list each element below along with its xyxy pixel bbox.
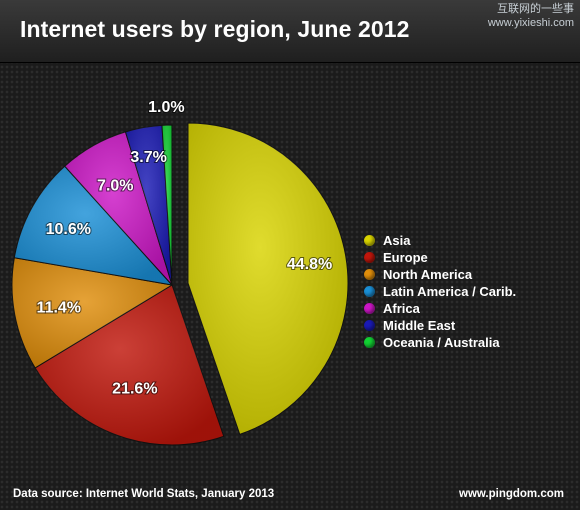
legend-swatch [364, 320, 375, 331]
slice-label-asia: 44.8% [287, 256, 332, 273]
pie-slice-shading-africa [64, 131, 172, 285]
legend-item-latin-america-carib: Latin America / Carib. [364, 283, 516, 300]
pie-slice-shading-oceania-australia [161, 125, 172, 285]
legend-swatch [364, 252, 375, 263]
legend-item-north-america: North America [364, 266, 516, 283]
pie-slice-shading-north-america [12, 257, 173, 368]
legend-swatch [364, 235, 375, 246]
legend: Asia Europe North America Latin America / C… [364, 232, 516, 351]
title-bar: Internet users by region, June 2012 互联网的… [0, 0, 580, 63]
watermark: 互联网的一些事 www.yixieshi.com [488, 2, 574, 30]
legend-item-europe: Europe [364, 249, 516, 266]
legend-item-asia: Asia [364, 232, 516, 249]
legend-swatch [364, 269, 375, 280]
legend-label: Latin America / Carib. [383, 284, 517, 299]
legend-label: Asia [383, 233, 411, 248]
pie-slice-shading-latin-america-carib [14, 166, 172, 285]
legend-label: North America [383, 267, 473, 282]
legend-label: Oceania / Australia [383, 335, 500, 350]
legend-swatch [364, 286, 375, 297]
pie-slices [11, 122, 349, 446]
chart-title: Internet users by region, June 2012 [20, 16, 410, 42]
legend-label: Africa [383, 301, 420, 316]
slice-label-oceania-australia: 1.0% [148, 99, 184, 116]
watermark-line-2: www.yixieshi.com [487, 17, 574, 29]
slice-label-north-america: 11.4% [37, 299, 81, 316]
legend-label: Middle East [383, 318, 456, 333]
legend-label: Europe [383, 250, 428, 265]
legend-swatch [364, 303, 375, 314]
legend-item-oceania-australia: Oceania / Australia [364, 334, 516, 351]
slice-label-europe: 21.6% [112, 380, 157, 397]
data-source-note: Data source: Internet World Stats, Janua… [13, 488, 275, 500]
watermark-line-1: 互联网的一些事 [497, 3, 574, 15]
site-credit: www.pingdom.com [459, 488, 564, 500]
legend-item-middle-east: Middle East [364, 317, 516, 334]
slice-label-middle-east: 3.7% [130, 149, 166, 166]
slice-label-africa: 7.0% [97, 178, 133, 195]
legend-item-africa: Africa [364, 300, 516, 317]
slice-label-latin-america-carib: 10.6% [46, 221, 91, 238]
pie-slice-shading-asia [188, 123, 348, 435]
slice-labels: 44.8% 21.6% 11.4% 10.6% 7.0% 3.7% 1.0% [36, 98, 334, 398]
legend-swatch [364, 337, 375, 348]
pie-slice-shading-middle-east [125, 125, 172, 285]
pie-slice-shading-europe [35, 285, 224, 445]
